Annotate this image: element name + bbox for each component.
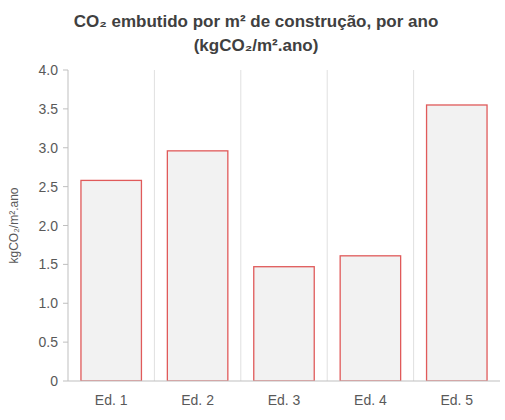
grid-line [240,70,241,381]
y-tick [63,303,68,304]
chart-container: CO₂ embutido por m² de construção, por a… [0,0,505,420]
y-tick-label: 2.0 [39,218,59,234]
bar [427,105,487,381]
bar [81,180,141,381]
y-tick [63,108,68,109]
title: CO₂ embutido por m² de construção, por a… [74,12,439,31]
y-tick [63,264,68,265]
y-tick [63,186,68,187]
y-axis-label: kgCO₂/m².ano [7,187,21,263]
bar [254,267,314,381]
x-tick-label: Ed. 1 [95,392,128,408]
y-tick [63,225,68,226]
x-tick-label: Ed. 5 [440,392,473,408]
y-tick [63,342,68,343]
grid-line [327,70,328,381]
y-tick-label: 1.0 [39,295,59,311]
y-tick [63,70,68,71]
x-tick-label: Ed. 2 [181,392,214,408]
y-tick-label: 3.5 [39,101,59,117]
y-tick-label: 2.5 [39,179,59,195]
chart: CO₂ embutido por m² de construção, por a… [0,0,505,420]
bar [167,151,227,381]
x-tick-label: Ed. 4 [354,392,387,408]
x-axis-line [68,381,500,382]
y-tick-label: 0.5 [39,334,59,350]
y-axis-line [68,70,69,381]
y-tick-label: 0 [50,373,58,389]
grid-line [413,70,414,381]
y-tick-label: 1.5 [39,256,59,272]
y-tick [63,147,68,148]
y-tick-label: 3.0 [39,140,59,156]
grid-line [154,70,155,381]
x-tick-label: Ed. 3 [268,392,301,408]
y-tick-label: 4.0 [39,62,59,78]
bars [81,105,487,381]
subtitle: (kgCO₂/m².ano) [194,36,319,55]
y-tick [63,381,68,382]
bar [340,256,400,381]
